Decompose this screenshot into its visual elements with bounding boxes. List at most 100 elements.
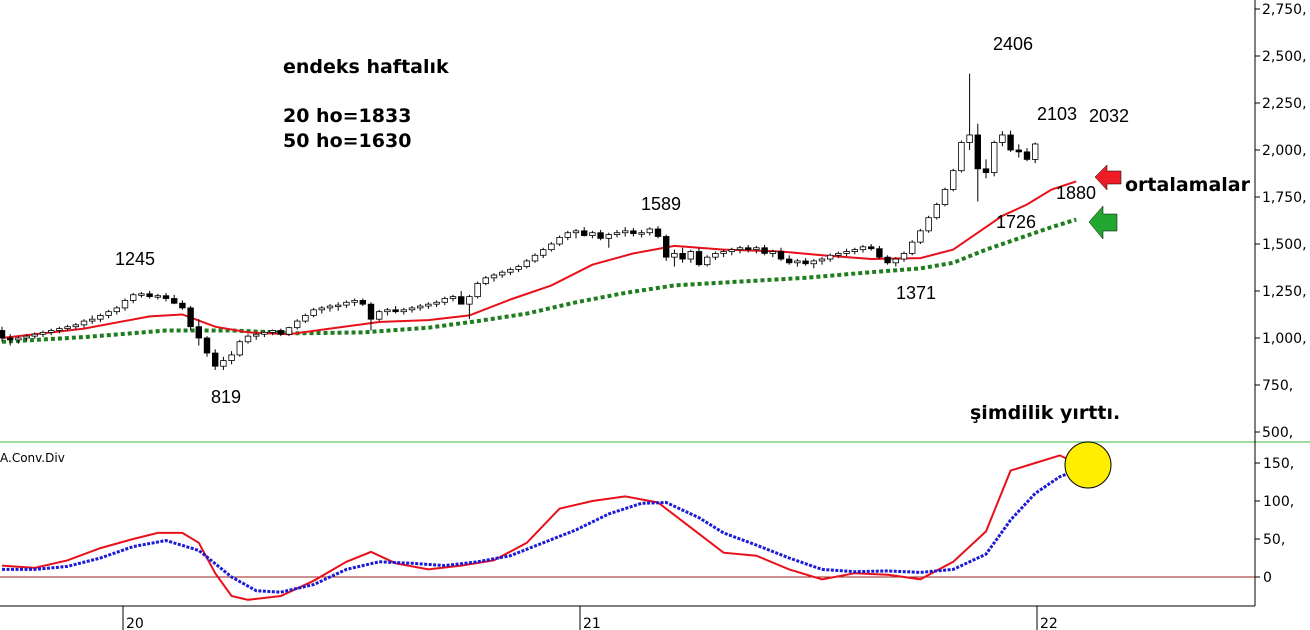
price-label-2032: 2032 — [1089, 106, 1129, 126]
price-label-1371: 1371 — [896, 283, 936, 303]
candle-body — [302, 315, 309, 322]
candle-body — [851, 249, 858, 252]
candle-body — [515, 266, 522, 270]
candle-body — [991, 142, 998, 173]
candle-body — [630, 230, 637, 235]
ma20-line — [1, 180, 1077, 339]
red-arrow-icon — [1094, 164, 1122, 191]
moving-averages — [1, 180, 1077, 344]
macd-lines — [1, 454, 1077, 601]
price-label-1880: 1880 — [1056, 183, 1096, 203]
candle-body — [244, 335, 252, 343]
candle-body — [449, 296, 457, 299]
candle-body — [917, 230, 924, 243]
ma50-line — [1, 217, 1077, 344]
candle-body — [162, 295, 170, 299]
candle-body — [408, 307, 416, 311]
price-label-1589: 1589 — [641, 194, 681, 214]
candle-body — [498, 271, 506, 276]
candle-body — [933, 204, 940, 219]
candle-body — [195, 326, 202, 339]
price-label-1245: 1245 — [115, 249, 155, 269]
macd-tick-label: 0 — [1263, 570, 1272, 586]
candle-body — [556, 237, 563, 245]
candle-body — [113, 307, 120, 313]
torn-label: şimdilik yırttı. — [970, 402, 1120, 424]
candle-body — [80, 320, 88, 326]
chart-title: endeks haftalık — [283, 56, 449, 78]
candle-body — [416, 305, 424, 309]
candle-body — [843, 251, 850, 254]
candle-body — [285, 327, 293, 335]
candle-body — [876, 248, 883, 258]
candle-body — [712, 252, 719, 258]
candle-body — [589, 232, 596, 236]
candle-body — [187, 307, 194, 328]
price-label-2406: 2406 — [993, 34, 1033, 54]
candle-body — [56, 328, 63, 331]
price-tick-label: 1,250, — [1262, 284, 1307, 300]
candle-body — [105, 311, 112, 316]
candle-body — [794, 260, 801, 264]
candle-body — [384, 309, 391, 313]
candle-body — [868, 246, 875, 250]
candle-body — [293, 320, 301, 329]
candle-body — [622, 230, 629, 234]
x-tick-label: 20 — [126, 616, 144, 630]
candle-body — [564, 232, 571, 238]
candle-body — [769, 251, 776, 254]
candle-body — [457, 296, 465, 305]
candle-body — [236, 341, 243, 356]
candle-body — [736, 247, 744, 251]
candle-body — [433, 301, 440, 305]
candle-body — [671, 252, 678, 258]
signal-line — [2, 469, 1077, 594]
candle-body — [326, 305, 334, 309]
candle-body — [687, 251, 694, 260]
price-tick-label: 1,000, — [1262, 331, 1307, 347]
candle-body — [720, 251, 727, 254]
candle-body — [375, 311, 383, 320]
candle-body — [64, 326, 71, 330]
price-tick-label: 1,750, — [1262, 190, 1307, 206]
candle-body — [581, 230, 588, 236]
macd-tick-label: 150, — [1263, 456, 1294, 472]
candle-body — [999, 134, 1006, 143]
candle-body — [679, 252, 686, 260]
candle-body — [367, 303, 375, 320]
price-axis: 500, 750, 1,000, 1,250, 1,500, 1,750, 2,000, 2,… — [1255, 2, 1307, 441]
candle-body — [154, 295, 161, 298]
candle-body — [334, 304, 342, 308]
candle-body — [228, 354, 235, 361]
candle-body — [704, 256, 711, 266]
candle-body — [958, 142, 965, 172]
candle-body — [0, 330, 6, 339]
price-tick-label: 1,500, — [1262, 237, 1307, 253]
candle-body — [654, 228, 662, 237]
candle-body — [138, 293, 145, 296]
candle-body — [884, 256, 891, 264]
price-tick-label: 2,750, — [1262, 2, 1307, 18]
price-label-819: 819 — [211, 387, 241, 407]
candle-body — [909, 241, 916, 254]
price-label-2103: 2103 — [1037, 104, 1077, 124]
price-tick-label: 2,250, — [1262, 96, 1307, 112]
candle-body — [507, 268, 514, 273]
price-tick-label: 2,500, — [1262, 49, 1307, 65]
candle-body — [818, 258, 826, 262]
candle-body — [605, 234, 612, 239]
candle-body — [359, 299, 366, 305]
candle-body — [1015, 149, 1022, 153]
candle-body — [7, 337, 14, 341]
candle-body — [89, 318, 96, 322]
candle-body — [974, 134, 981, 170]
candle-body — [859, 246, 867, 251]
candle-body — [597, 232, 604, 239]
candle-body — [466, 296, 473, 305]
candle-body — [810, 260, 817, 265]
candle-body — [728, 249, 735, 252]
candle-body — [753, 247, 760, 251]
candle-body — [802, 260, 809, 265]
candle-body — [474, 283, 481, 298]
